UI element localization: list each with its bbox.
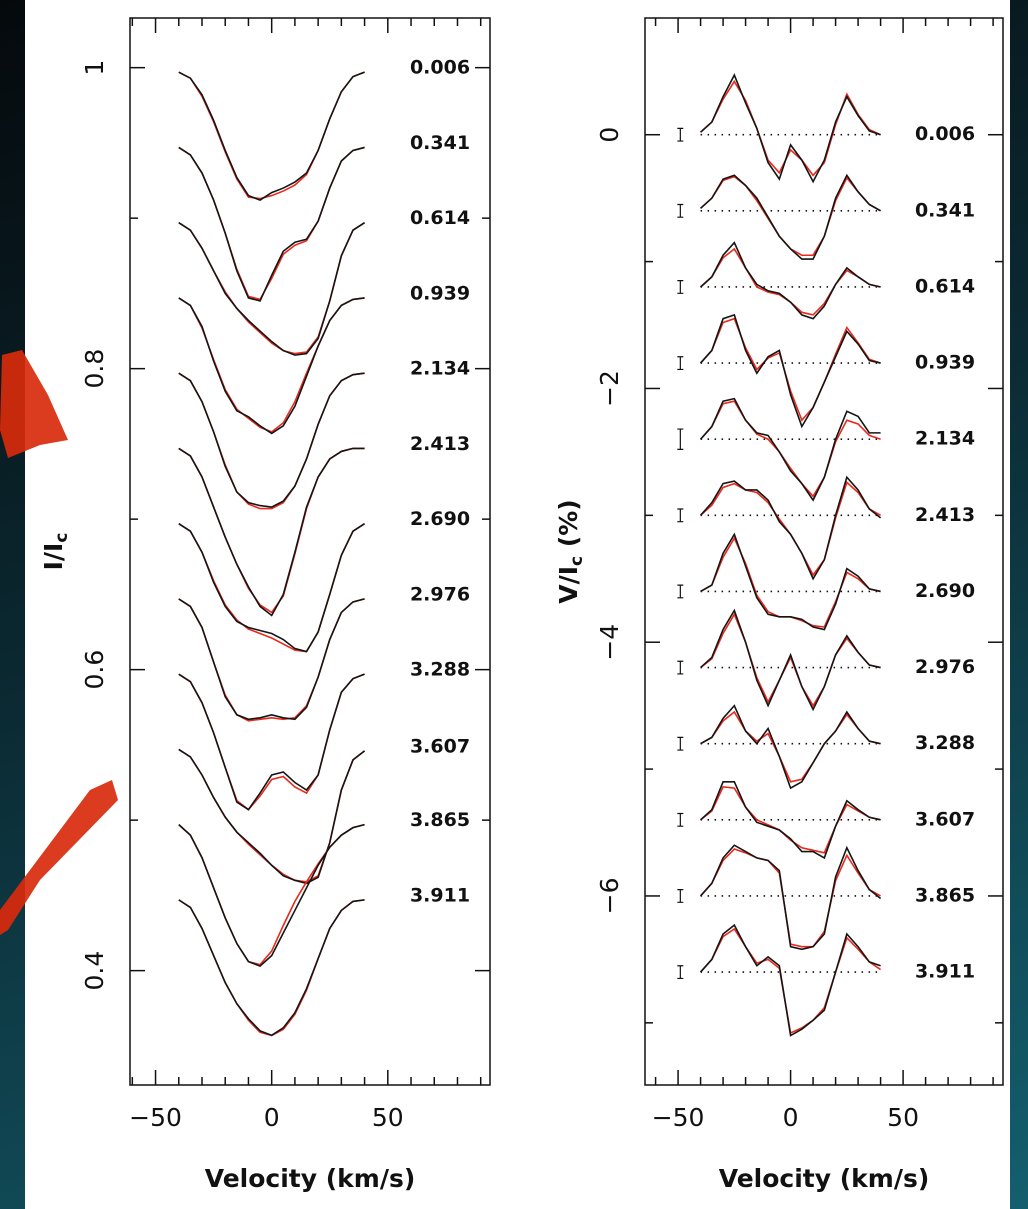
- phase-label: 3.607: [410, 735, 470, 757]
- y-tick-label: 0.6: [80, 650, 109, 690]
- phase-label: 0.939: [410, 282, 470, 304]
- phase-label: 0.614: [410, 207, 470, 229]
- observed-profile: [700, 173, 881, 260]
- y-tick-label: −4: [595, 624, 624, 661]
- observed-profile: [700, 532, 881, 631]
- observed-profile: [178, 522, 366, 653]
- plot-frame: [129, 17, 491, 1086]
- error-bar: [677, 660, 684, 675]
- phase-label: 0.006: [915, 123, 975, 145]
- phase-label: 3.607: [915, 808, 975, 830]
- observed-profile: [178, 71, 365, 201]
- phase-label: 2.976: [410, 583, 470, 605]
- error-bar: [677, 889, 684, 903]
- y-axis-label-part: c: [52, 533, 72, 543]
- plot-paper: [25, 0, 1010, 1209]
- observed-profile: [699, 313, 881, 429]
- y-axis-label-part: I/I: [39, 543, 68, 571]
- model-profile: [700, 612, 881, 708]
- error-bar: [677, 812, 684, 827]
- phase-label: 3.288: [410, 659, 470, 681]
- x-axis-label: Velocity (km/s): [719, 1164, 930, 1193]
- phase-label: 3.911: [915, 961, 975, 983]
- y-axis-label-part: (%): [554, 499, 583, 556]
- observed-profile: [700, 704, 881, 790]
- error-bar: [677, 428, 684, 450]
- phase-label: 2.413: [915, 504, 975, 526]
- phase-label: 0.006: [410, 57, 470, 79]
- phase-label: 3.865: [410, 809, 470, 831]
- phase-label: 0.939: [915, 352, 975, 374]
- y-tick-label: 0: [595, 127, 624, 143]
- model-profile: [700, 79, 881, 177]
- observed-profile: [699, 475, 882, 581]
- observed-profile: [699, 397, 881, 502]
- error-bar: [677, 508, 684, 523]
- observed-profile: [178, 221, 366, 356]
- y-tick-label: 0.4: [80, 951, 109, 991]
- model-profile: [699, 400, 881, 498]
- y-axis-label: I/Ic: [39, 533, 72, 571]
- y-tick-label: −6: [595, 878, 624, 915]
- y-tick-label: 0.8: [80, 349, 109, 389]
- x-tick-label: 50: [887, 1103, 919, 1132]
- model-profile: [699, 317, 881, 422]
- phase-label: 0.341: [410, 132, 470, 154]
- phase-label: 3.865: [915, 884, 975, 906]
- phase-label: 2.413: [410, 433, 470, 455]
- observed-profile: [178, 823, 365, 968]
- x-tick-label: 0: [264, 1103, 280, 1132]
- observed-profile: [700, 241, 881, 320]
- y-axis-label: V/Ic (%): [554, 499, 587, 603]
- observed-profile: [178, 447, 365, 617]
- observed-profile: [178, 146, 365, 302]
- phase-label: 2.976: [915, 656, 975, 678]
- observed-profile: [699, 844, 882, 951]
- observed-profile: [178, 748, 366, 885]
- error-bar: [677, 356, 684, 371]
- observed-profile: [178, 598, 365, 721]
- observed-profile: [699, 923, 881, 1037]
- phase-label: 0.614: [915, 275, 975, 297]
- x-tick-label: −50: [129, 1103, 182, 1132]
- x-tick-label: 50: [372, 1103, 404, 1132]
- phase-label: 3.288: [915, 732, 975, 754]
- phase-label: 2.134: [410, 358, 470, 380]
- y-axis-label-part: c: [567, 556, 587, 566]
- observed-profile: [178, 372, 365, 508]
- x-axis-label: Velocity (km/s): [205, 1164, 416, 1193]
- phase-label: 2.690: [915, 580, 975, 602]
- error-bar: [677, 280, 684, 294]
- annotation-scribble: [0, 780, 118, 935]
- phase-label: 3.911: [410, 884, 470, 906]
- annotation-scribble: [0, 350, 68, 458]
- error-bar: [677, 203, 684, 218]
- x-tick-label: 0: [783, 1103, 799, 1132]
- observed-profile: [178, 673, 365, 811]
- observed-profile: [178, 297, 365, 435]
- model-profile: [700, 785, 881, 854]
- error-bar: [677, 127, 684, 142]
- phase-label: 2.134: [915, 428, 975, 450]
- plot-frame: [644, 17, 1004, 1086]
- phase-label: 2.690: [410, 508, 470, 530]
- error-bar: [677, 736, 684, 751]
- y-tick-label: −2: [595, 370, 624, 407]
- error-bar: [677, 584, 684, 599]
- x-tick-label: −50: [652, 1103, 705, 1132]
- observed-profile: [700, 73, 881, 184]
- observed-profile: [700, 608, 881, 712]
- y-tick-label: 1: [80, 60, 109, 76]
- observed-profile: [700, 780, 881, 860]
- observed-profile: [178, 899, 365, 1037]
- model-profile: [700, 710, 881, 783]
- y-axis-label-part: V/I: [554, 566, 583, 604]
- phase-label: 0.341: [915, 199, 975, 221]
- error-bar: [677, 965, 684, 980]
